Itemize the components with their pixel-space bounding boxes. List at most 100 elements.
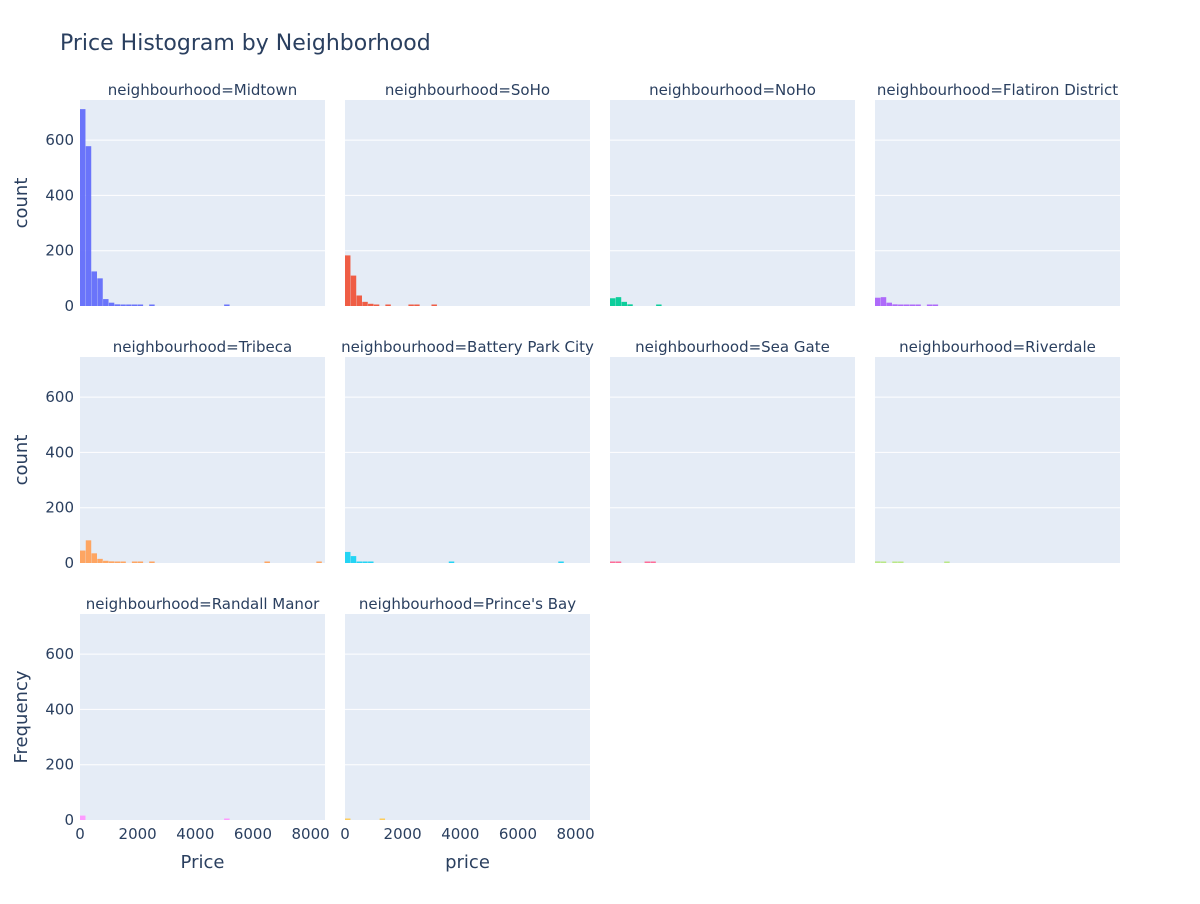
plot-background — [345, 100, 590, 306]
y-tick-label: 600 — [45, 131, 74, 149]
histogram-bar — [650, 561, 656, 563]
histogram-bar — [915, 304, 921, 306]
histogram-bar — [85, 540, 92, 563]
histogram-bar — [615, 561, 622, 563]
histogram-bar — [875, 561, 881, 563]
histogram-bar — [892, 561, 898, 563]
facet-panel: neighbourhood=Sea Gate — [610, 338, 855, 563]
histogram-bar — [91, 271, 97, 306]
histogram-bar — [431, 304, 437, 306]
x-tick-label: 0 — [75, 825, 85, 843]
y-tick-label: 0 — [64, 297, 74, 315]
x-tick-label: 6000 — [234, 825, 272, 843]
facet-title: neighbourhood=Sea Gate — [635, 338, 830, 356]
x-tick-label: 4000 — [441, 825, 479, 843]
histogram-bar — [80, 815, 86, 820]
x-axis-title: price — [445, 852, 490, 873]
facet-panel: neighbourhood=Riverdale — [875, 338, 1120, 563]
histogram-bar — [316, 561, 322, 563]
histogram-bar — [656, 304, 662, 306]
plot-background — [875, 100, 1120, 306]
facet-panel: neighbourhood=Tribeca 0 200 400 600 count — [11, 338, 325, 572]
histogram-bar — [345, 551, 351, 563]
facet-panel: neighbourhood=Midtown 0 200 400 600 count — [11, 81, 325, 315]
x-tick-label: 8000 — [291, 825, 329, 843]
y-axis-title: count — [11, 435, 32, 486]
y-tick-label: 0 — [64, 811, 74, 829]
histogram-bar — [108, 561, 115, 563]
plot-background — [610, 357, 855, 563]
histogram-bar — [120, 304, 126, 306]
plot-background — [80, 614, 325, 820]
histogram-bar — [385, 304, 391, 306]
histogram-bar — [880, 297, 887, 306]
x-tick-label: 2000 — [119, 825, 157, 843]
histogram-bar — [926, 304, 933, 306]
histogram-bar — [944, 561, 950, 563]
x-tick-label: 6000 — [499, 825, 537, 843]
histogram-bar — [85, 146, 92, 306]
histogram-bar — [137, 561, 144, 563]
histogram-bar — [558, 561, 564, 563]
histogram-bar — [97, 558, 103, 563]
y-tick-label: 200 — [45, 756, 74, 774]
histogram-bar — [264, 561, 270, 563]
histogram-bar — [103, 299, 109, 306]
y-tick-label: 200 — [45, 242, 74, 260]
histogram-bar — [224, 818, 230, 820]
histogram-bar — [448, 561, 455, 563]
facet-title: neighbourhood=Riverdale — [899, 338, 1096, 356]
facet-title: neighbourhood=Tribeca — [113, 338, 292, 356]
facet-title: neighbourhood=Flatiron District — [877, 81, 1118, 99]
facets-group: neighbourhood=Midtown0200400600countneig… — [11, 81, 1120, 873]
plot-background — [345, 614, 590, 820]
histogram-bar — [362, 561, 368, 563]
histogram-bar — [126, 304, 132, 306]
facet-title: neighbourhood=Battery Park City — [341, 338, 594, 356]
plot-background — [345, 357, 590, 563]
histogram-bar — [345, 818, 351, 820]
histogram-bar — [414, 304, 420, 306]
facet-title: neighbourhood=Prince's Bay — [359, 595, 576, 613]
histogram-bar — [368, 561, 374, 563]
y-tick-label: 400 — [45, 700, 74, 718]
histogram-bar — [131, 304, 138, 306]
histogram-bar — [644, 561, 651, 563]
histogram-bar — [356, 295, 362, 306]
x-tick-label: 0 — [340, 825, 350, 843]
facet-panel: neighbourhood=SoHo — [345, 81, 590, 306]
y-tick-label: 600 — [45, 645, 74, 663]
histogram-bar — [91, 553, 97, 563]
histogram-bar — [903, 304, 910, 306]
facet-panel: neighbourhood=Prince's Bay 0 2000 4000 6000 8… — [340, 595, 594, 873]
histogram-bar — [898, 561, 904, 563]
histogram-bar — [886, 302, 892, 306]
histogram-bar — [408, 304, 414, 306]
histogram-bar — [362, 301, 368, 306]
histogram-bar — [350, 556, 357, 563]
histogram-bar — [224, 304, 230, 306]
histogram-bar — [80, 550, 86, 563]
y-tick-label: 0 — [64, 554, 74, 572]
y-axis-title: count — [11, 178, 32, 229]
histogram-bar — [892, 304, 898, 306]
chart-title: Price Histogram by Neighborhood — [60, 31, 431, 56]
histogram-bar — [114, 561, 121, 563]
histogram-bar — [615, 297, 622, 306]
histogram-bar — [379, 818, 386, 820]
plot-background — [610, 100, 855, 306]
histogram-bar — [368, 303, 374, 306]
histogram-bar — [80, 109, 86, 306]
histogram-bar — [120, 561, 126, 563]
y-tick-label: 400 — [45, 443, 74, 461]
histogram-bar — [97, 278, 103, 306]
histogram-bar — [627, 304, 633, 306]
histogram-bar — [356, 561, 362, 563]
histogram-bar — [621, 301, 627, 306]
histogram-bar — [898, 304, 904, 306]
histogram-bar — [880, 561, 887, 563]
facet-panel: neighbourhood=Randall Manor 0 200 400 600 Fre… — [11, 595, 330, 873]
plot-background — [875, 357, 1120, 563]
histogram-bar — [345, 255, 351, 306]
